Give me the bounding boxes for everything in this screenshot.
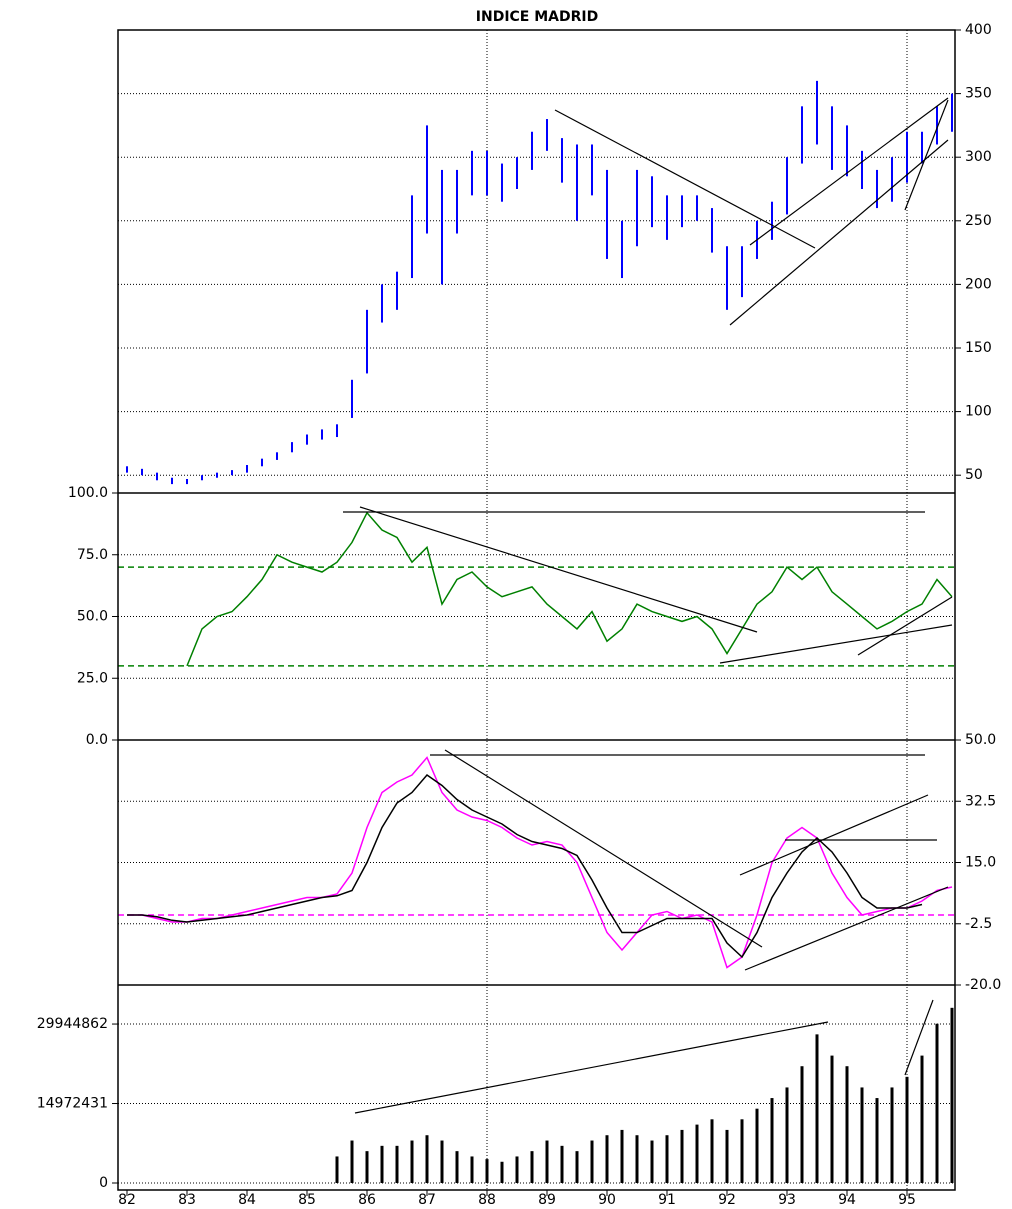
volume-bar: [455, 1151, 459, 1183]
trend-lines: [343, 97, 953, 1114]
y-tick-label: 100.0: [68, 485, 108, 501]
x-tick-label: 94: [838, 1192, 856, 1208]
y-tick-label: 100: [965, 404, 992, 420]
y-tick-label: -20.0: [965, 977, 1001, 993]
y-tick-label: 150: [965, 340, 992, 356]
y-tick-label: 32.5: [965, 793, 996, 809]
volume-bar: [755, 1108, 759, 1183]
volume-bar: [890, 1087, 894, 1183]
volume-bar: [665, 1135, 669, 1183]
trend-line: [904, 999, 934, 1076]
volume-bar: [920, 1055, 924, 1183]
y-tick-label: 50.0: [77, 609, 108, 625]
y-tick-label: 250: [965, 213, 992, 229]
x-tick-label: 95: [898, 1192, 916, 1208]
volume-bar: [470, 1156, 474, 1183]
x-tick-label: 86: [358, 1192, 376, 1208]
series-line: [186, 511, 953, 667]
y-tick-label: 50.0: [965, 732, 996, 748]
volume-bar: [500, 1161, 504, 1183]
trend-line: [739, 794, 929, 876]
volume-bar: [620, 1129, 624, 1183]
volume-bar: [485, 1159, 489, 1183]
x-tick-label: 91: [658, 1192, 676, 1208]
trend-line: [857, 596, 953, 656]
volume-bar: [815, 1034, 819, 1183]
x-tick-label: 85: [298, 1192, 316, 1208]
volume-bar: [545, 1140, 549, 1183]
trend-line: [749, 97, 949, 246]
volume-bar: [935, 1023, 939, 1183]
volume-bar: [380, 1145, 384, 1183]
y-tick-label: 0.0: [86, 732, 108, 748]
x-tick-label: 93: [778, 1192, 796, 1208]
y-tick-label: -2.5: [965, 916, 992, 932]
trend-line: [354, 1021, 829, 1114]
plots: 82 83 84 85 86 87 88 89 90 91 92 93 94 95 50 100 150 200 2…: [37, 22, 1002, 1208]
y-tick-label: 15.0: [965, 855, 996, 871]
volume-bar: [635, 1135, 639, 1183]
volume-bar: [830, 1055, 834, 1183]
volume-bar: [560, 1145, 564, 1183]
trend-line: [719, 624, 953, 664]
volume-bar: [425, 1135, 429, 1183]
volume-bar: [365, 1151, 369, 1183]
trend-line: [744, 886, 949, 971]
y-tick-label: 400: [965, 22, 992, 38]
volume-bar: [410, 1140, 414, 1183]
y-tick-label: 14972431: [37, 1096, 108, 1112]
trend-line: [444, 749, 763, 948]
x-tick-label: 89: [538, 1192, 556, 1208]
volume-bar: [440, 1140, 444, 1183]
x-tick-label: 84: [238, 1192, 256, 1208]
volume-bar: [800, 1066, 804, 1183]
chart-title: INDICE MADRID: [476, 9, 598, 25]
volume-bar: [860, 1087, 864, 1183]
y-tick-label: 50: [965, 467, 983, 483]
y-tick-label: 29944862: [37, 1016, 108, 1032]
trend-line: [904, 99, 949, 211]
volume-bar: [725, 1129, 729, 1183]
y-tick-label: 75.0: [77, 547, 108, 563]
x-tick-label: 83: [178, 1192, 196, 1208]
volume-bar: [530, 1151, 534, 1183]
volume-bar: [350, 1140, 354, 1183]
x-tick-label: 88: [478, 1192, 496, 1208]
volume-bar: [680, 1129, 684, 1183]
volume-bar: [575, 1151, 579, 1183]
x-tick-label: 87: [418, 1192, 436, 1208]
volume-bar: [950, 1007, 954, 1183]
trend-line: [359, 506, 758, 633]
x-tick-label: 92: [718, 1192, 736, 1208]
volume-bar: [785, 1087, 789, 1183]
volume-bar: [605, 1135, 609, 1183]
y-tick-label: 350: [965, 86, 992, 102]
x-tick-label: 90: [598, 1192, 616, 1208]
volume-bar: [845, 1066, 849, 1183]
volume-bar: [335, 1156, 339, 1183]
y-tick-label: 0: [99, 1175, 108, 1191]
x-tick-label: 82: [118, 1192, 136, 1208]
volume-bar: [905, 1076, 909, 1183]
volume-bar: [740, 1119, 744, 1183]
y-tick-label: 200: [965, 276, 992, 292]
volume-bar: [695, 1124, 699, 1183]
volume-bar: [650, 1140, 654, 1183]
trend-line: [729, 139, 949, 326]
y-tick-label: 25.0: [77, 670, 108, 686]
volume-bar: [770, 1098, 774, 1183]
volume-bar: [590, 1140, 594, 1183]
frame: [117, 29, 956, 1191]
trend-line: [554, 109, 816, 249]
volume-bar: [875, 1098, 879, 1183]
volume-bar: [710, 1119, 714, 1183]
volume-bar: [395, 1145, 399, 1183]
volume-bar: [515, 1156, 519, 1183]
y-tick-label: 300: [965, 149, 992, 165]
series-line: [127, 773, 923, 959]
